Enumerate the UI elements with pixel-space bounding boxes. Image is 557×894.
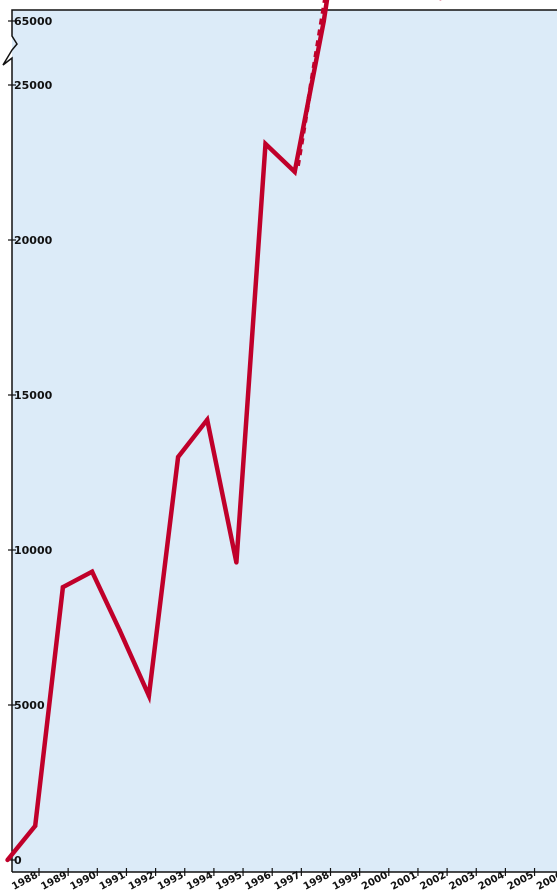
x-tick-label: 1996 <box>243 870 273 893</box>
y-tick-label: 20000 <box>14 234 53 247</box>
data-point <box>60 585 66 590</box>
data-point <box>263 141 268 147</box>
y-tick-label: 10000 <box>14 544 53 557</box>
x-tick-label: 1995 <box>214 870 244 893</box>
data-point <box>292 169 297 174</box>
dotted-trend-segment <box>295 0 328 167</box>
x-tick-label: 1988 <box>10 870 40 893</box>
x-tick-label: 2004 <box>477 870 507 893</box>
series-group <box>5 0 442 863</box>
data-point <box>234 560 239 565</box>
y-tick-label: 0 <box>14 854 22 867</box>
x-tick-label: 2006 <box>535 870 557 893</box>
x-tick-label: 1999 <box>331 870 361 893</box>
data-point <box>33 823 38 829</box>
y-axis <box>2 9 557 872</box>
x-tick-label: 1989 <box>39 870 69 893</box>
x-tick-label: 1994 <box>185 870 215 893</box>
data-point <box>117 628 123 633</box>
x-tick-label: 2002 <box>418 870 448 893</box>
x-tick-label: 2003 <box>447 870 477 893</box>
x-tick-label: 1997 <box>273 870 303 893</box>
y-tick-label: 15000 <box>14 389 53 402</box>
data-point <box>205 417 210 422</box>
x-tick-label: 1990 <box>69 870 99 893</box>
x-tick-label: 2000 <box>360 870 390 893</box>
x-tick-label: 1998 <box>302 870 332 893</box>
x-tick-label: 1991 <box>98 870 128 893</box>
data-point <box>321 18 326 24</box>
x-tick-label: 1993 <box>156 870 186 893</box>
x-tick-label: 2005 <box>506 870 536 893</box>
plot-background <box>12 10 557 872</box>
y-tick-label: 65000 <box>14 15 53 28</box>
data-point <box>89 569 95 574</box>
y-tick-label: 25000 <box>14 79 53 92</box>
x-tick-label: 1992 <box>127 870 157 893</box>
data-point <box>146 693 152 698</box>
data-point <box>5 857 10 863</box>
data-point <box>175 454 181 460</box>
y-tick-label: 5000 <box>14 699 45 712</box>
x-tick-label: 2001 <box>389 870 419 893</box>
series-line <box>5 0 330 862</box>
